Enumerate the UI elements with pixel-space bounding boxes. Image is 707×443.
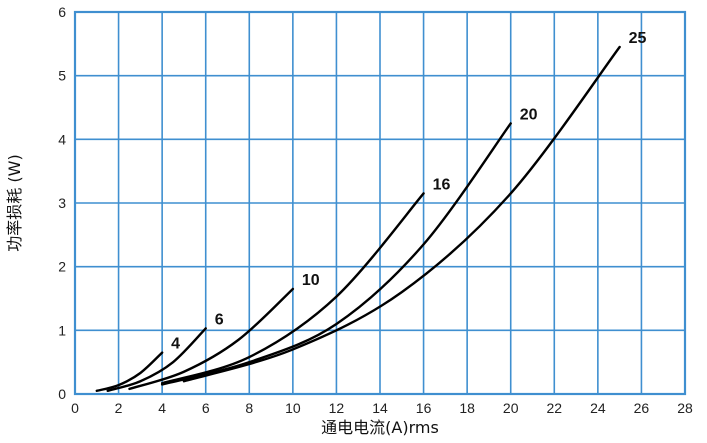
series-label-20: 20: [520, 106, 538, 123]
x-tick-label: 2: [115, 400, 123, 416]
plot-frame: [73, 10, 687, 396]
y-tick-label: 2: [58, 259, 66, 275]
series-label-6: 6: [215, 311, 224, 328]
y-tick-label: 3: [58, 195, 66, 211]
x-tick-label: 10: [285, 400, 301, 416]
x-tick-label: 12: [329, 400, 345, 416]
series-layer: [95, 45, 621, 393]
y-axis-title: 功率损耗 (W): [5, 154, 24, 251]
x-tick-label: 4: [158, 400, 166, 416]
x-tick-label: 16: [416, 400, 432, 416]
series-label-4: 4: [171, 336, 180, 353]
series-label-25: 25: [629, 30, 647, 47]
y-tick-label: 6: [58, 4, 66, 20]
series-line-4: [95, 351, 164, 393]
series-line-16: [160, 192, 425, 385]
y-tick-label: 5: [58, 68, 66, 84]
x-tick-label: 6: [202, 400, 210, 416]
label-layer: 4 6 10 16 20 25: [171, 30, 646, 353]
grid-layer: [75, 12, 685, 394]
series-line-6: [106, 327, 207, 393]
x-tick-label: 14: [372, 400, 388, 416]
x-tick-label: 26: [634, 400, 650, 416]
y-tick-label: 4: [58, 131, 66, 147]
x-tick-label: 24: [590, 400, 606, 416]
x-tick-label: 0: [71, 400, 79, 416]
y-tick-label: 0: [58, 386, 66, 402]
x-tick-label: 20: [503, 400, 519, 416]
y-tick-label: 1: [58, 322, 66, 338]
series-line-25: [182, 45, 621, 383]
x-tick-label: 18: [459, 400, 475, 416]
series-label-10: 10: [302, 272, 320, 289]
x-tick-label: 28: [677, 400, 693, 416]
x-axis-title: 通电电流(A)rms: [321, 418, 439, 437]
series-label-16: 16: [433, 176, 451, 193]
x-tick-label: 22: [546, 400, 562, 416]
series-line-10: [128, 287, 295, 391]
x-tick-label: 8: [245, 400, 253, 416]
